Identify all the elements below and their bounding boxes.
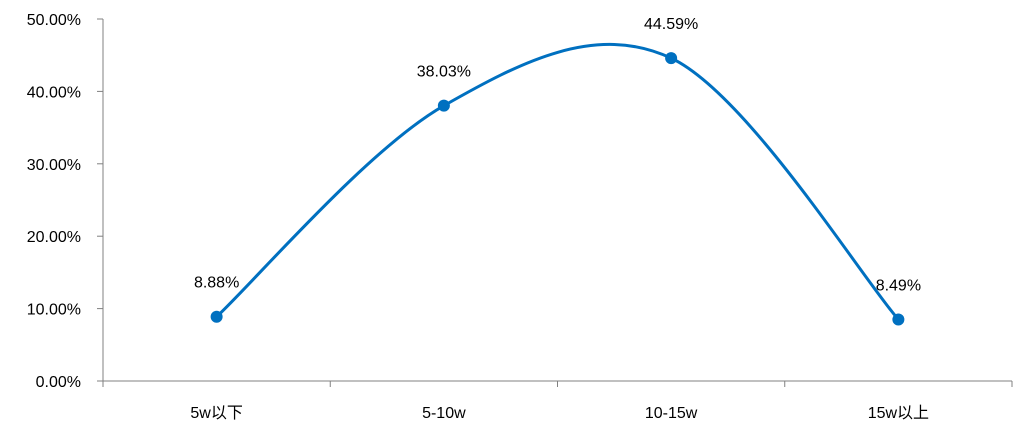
series-line — [215, 43, 900, 321]
y-tick-label: 20.00% — [27, 229, 81, 246]
x-tick-label: 5-10w — [422, 405, 466, 422]
x-tick-label: 15w以上 — [868, 404, 929, 422]
y-axis-tick-labels: 0.00% 10.00% 20.00% 30.00% 40.00% 50.00% — [27, 12, 81, 391]
y-tick-label: 40.00% — [27, 84, 81, 101]
data-point — [437, 99, 450, 112]
data-point — [210, 310, 223, 323]
data-label: 8.88% — [194, 275, 239, 292]
data-labels: 8.88% 38.03% 44.59% 8.49% — [194, 16, 921, 294]
data-points — [210, 52, 905, 326]
y-tick-label: 30.00% — [27, 157, 81, 174]
y-tick-label: 50.00% — [27, 12, 81, 29]
data-point — [665, 52, 678, 65]
data-label: 44.59% — [644, 16, 698, 33]
data-point — [892, 313, 905, 326]
x-tick-label: 5w以下 — [190, 405, 242, 422]
x-axis-tick-labels: 5w以下 5-10w 10-15w 15w以上 — [190, 404, 929, 422]
x-tick-label: 10-15w — [645, 405, 698, 422]
data-label: 8.49% — [876, 278, 921, 295]
y-tick-label: 0.00% — [36, 374, 81, 391]
chart-axes — [97, 18, 1013, 387]
data-label: 38.03% — [417, 64, 471, 81]
y-tick-label: 10.00% — [27, 302, 81, 319]
